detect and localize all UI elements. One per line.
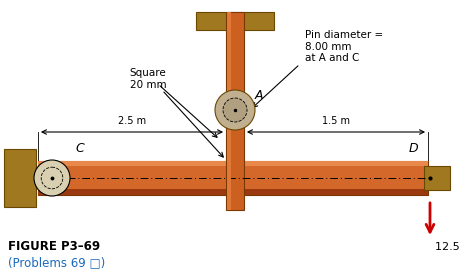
Text: Pin diameter =
8.00 mm
at A and C: Pin diameter = 8.00 mm at A and C	[305, 30, 383, 63]
Circle shape	[223, 98, 247, 122]
Text: 2.5 m: 2.5 m	[118, 116, 146, 126]
Text: D: D	[408, 142, 418, 155]
Bar	[196, 12, 274, 30]
Bar	[38, 161, 428, 195]
Bar	[4, 149, 36, 207]
Bar	[226, 12, 244, 210]
Text: A: A	[255, 89, 263, 102]
Text: B: B	[255, 182, 263, 195]
Text: Square
20 mm: Square 20 mm	[130, 68, 166, 90]
Bar	[227, 12, 231, 210]
Bar	[38, 161, 428, 166]
Text: (Problems 69 □): (Problems 69 □)	[8, 256, 105, 269]
Text: 1.5 m: 1.5 m	[322, 116, 350, 126]
Bar	[38, 189, 428, 195]
Circle shape	[34, 160, 70, 196]
Circle shape	[215, 90, 255, 130]
Text: C: C	[75, 142, 84, 155]
Text: 12.5 kN: 12.5 kN	[435, 242, 463, 252]
Text: FIGURE P3–69: FIGURE P3–69	[8, 240, 100, 253]
Bar	[424, 166, 450, 190]
